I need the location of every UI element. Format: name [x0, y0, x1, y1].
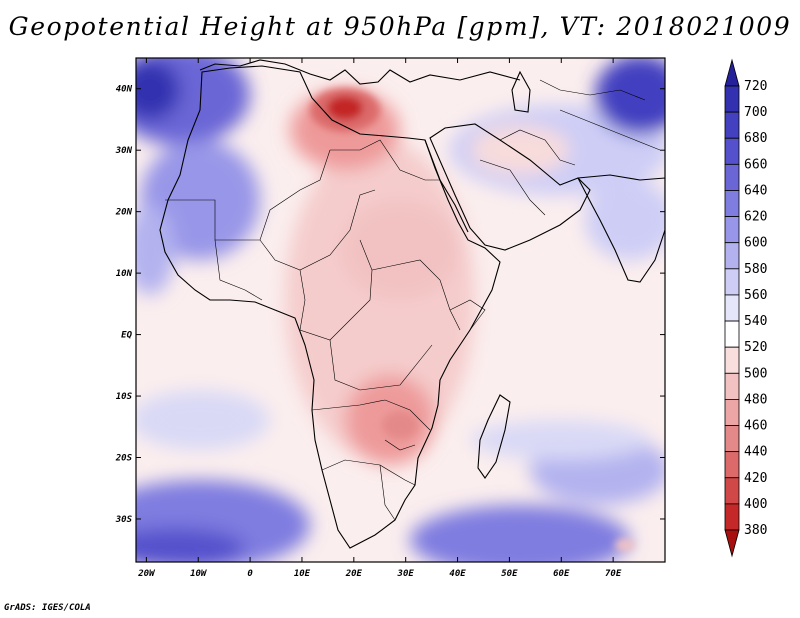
india-coastline: [577, 174, 665, 283]
colorbar-label: 640: [744, 183, 767, 198]
lon-label: 10W: [190, 569, 208, 579]
colorbar-swatch: [724, 242, 740, 270]
red-sea-coast: [424, 139, 469, 233]
caspian-coastline: [511, 70, 531, 113]
colorbar-swatch: [724, 85, 740, 113]
lon-label: 50E: [501, 569, 518, 579]
lat-label: 30S: [115, 515, 133, 525]
colorbar-swatch: [724, 137, 740, 165]
colorbar-label: 720: [744, 79, 767, 94]
low-himalaya: [595, 58, 665, 135]
low-southern-ocean: [410, 505, 630, 562]
colorbar-label: 660: [744, 157, 767, 172]
latitude-axis: 40N 30N 20N 10N EQ 10S 20S 30S: [115, 85, 665, 525]
lat-label: 10S: [116, 392, 133, 402]
height-field: [136, 58, 665, 562]
colorbar-swatch: [724, 268, 740, 296]
lat-label: 20S: [115, 454, 133, 464]
map-frame: [135, 57, 666, 563]
cool-indian-ocean-light: [470, 420, 650, 460]
warm-patch-southeast: [615, 539, 635, 551]
colorbar-label: 380: [744, 523, 767, 538]
colorbar-label: 440: [744, 445, 767, 460]
cool-india: [585, 180, 665, 260]
lat-label: 40N: [116, 85, 133, 95]
arabia-coastline: [429, 123, 591, 251]
colorbar-swatch: [724, 320, 740, 348]
lon-label: 70E: [605, 569, 622, 579]
cool-south-atlantic: [136, 390, 270, 450]
colorbar-swatch: [724, 190, 740, 217]
colorbar-label: 400: [744, 497, 767, 512]
lon-label: 10E: [294, 569, 311, 579]
colorbar: 720 700 680 660 640 620 600 580 560 540 520 500 480 4…: [724, 58, 767, 558]
colorbar-min-arrow: [724, 529, 740, 558]
map-title: Geopotential Height at 950hPa [gpm], VT:…: [8, 12, 792, 41]
lon-label: 40E: [449, 569, 466, 579]
lon-label: 20E: [345, 569, 363, 579]
colorbar-swatch: [724, 477, 740, 505]
longitude-axis: 20W 10W 0 10E 20E 30E 40E 50E 60E 70E: [137, 58, 622, 579]
high-zambia-core: [382, 411, 418, 439]
country-borders: [165, 79, 661, 521]
lat-label: 30N: [115, 146, 133, 156]
lat-label: EQ: [121, 331, 132, 341]
high-mediterranean-core: [327, 96, 363, 120]
lat-label: 10N: [116, 269, 133, 279]
africa-coastline: [159, 65, 501, 549]
footer-credit: GrADS: IGES/COLA: [4, 603, 91, 613]
colorbar-swatch: [724, 425, 740, 453]
colorbar-swatch: [724, 111, 740, 139]
colorbar-swatch: [724, 503, 740, 531]
low-nw-atlantic: [136, 58, 250, 145]
colorbar-label: 520: [744, 340, 767, 355]
colorbar-label: 460: [744, 419, 767, 434]
lon-label: 0: [247, 569, 253, 579]
cool-atlantic-coast: [136, 205, 175, 295]
colorbar-swatch: [724, 372, 740, 400]
colorbar-label: 600: [744, 236, 767, 251]
colorbar-label: 560: [744, 288, 767, 303]
colorbar-swatch: [724, 451, 740, 479]
warm-sudan: [340, 200, 460, 300]
madagascar-coastline: [477, 394, 511, 479]
colorbar-swatch: [724, 399, 740, 426]
low-nw-core: [136, 60, 180, 120]
colorbar-label: 580: [744, 262, 767, 277]
lat-label: 20N: [115, 208, 133, 218]
colorbar-label: 620: [744, 210, 767, 225]
lon-label: 30E: [397, 569, 415, 579]
colorbar-swatch: [724, 294, 740, 322]
colorbar-swatch: [724, 216, 740, 244]
lon-label: 60E: [553, 569, 570, 579]
colorbar-max-arrow: [724, 58, 740, 87]
low-southwest-core: [136, 528, 245, 562]
colorbar-label: 540: [744, 314, 767, 329]
warm-arabia: [470, 125, 570, 175]
colorbar-swatch: [724, 346, 740, 374]
colorbar-label: 700: [744, 105, 767, 120]
colorbar-label: 500: [744, 366, 767, 381]
colorbar-label: 680: [744, 131, 767, 146]
lon-label: 20W: [137, 569, 156, 579]
colorbar-label: 420: [744, 471, 767, 486]
colorbar-label: 480: [744, 392, 767, 407]
colorbar-swatch: [724, 163, 740, 191]
